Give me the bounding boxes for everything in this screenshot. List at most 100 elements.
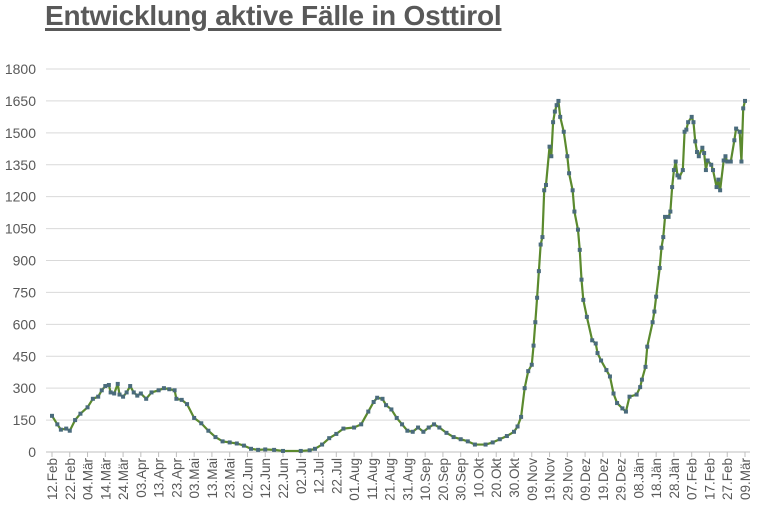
data-point — [533, 320, 538, 325]
x-tick-label: 30.Sep — [454, 458, 469, 501]
data-point — [732, 138, 737, 143]
data-point — [725, 159, 730, 164]
data-point — [359, 422, 364, 427]
data-point — [85, 405, 90, 410]
data-point — [522, 386, 527, 391]
data-point — [156, 388, 161, 393]
data-point — [581, 297, 586, 302]
data-point — [341, 426, 346, 431]
x-tick-label: 22.Feb — [63, 458, 78, 500]
data-point — [711, 168, 716, 173]
data-point — [728, 159, 733, 164]
data-point — [121, 394, 126, 399]
data-point — [638, 385, 643, 390]
data-point — [263, 447, 268, 452]
x-tick-label: 30.Okt — [507, 458, 522, 498]
data-point — [161, 386, 166, 391]
data-point — [611, 391, 616, 396]
data-point — [595, 351, 600, 356]
data-point — [307, 448, 312, 453]
data-point — [689, 114, 694, 119]
x-tick-label: 08.Jän — [631, 458, 646, 499]
data-point — [519, 414, 524, 419]
data-point — [451, 435, 456, 440]
data-point — [741, 106, 746, 111]
x-tick-label: 07.Feb — [685, 458, 700, 500]
data-point — [213, 435, 218, 440]
y-tick-label: 0 — [28, 444, 36, 460]
data-point — [167, 387, 172, 392]
data-point — [554, 103, 559, 108]
data-point — [691, 120, 696, 125]
data-point — [106, 382, 111, 387]
x-tick-label: 20.Sep — [436, 458, 451, 501]
data-point — [721, 158, 726, 163]
data-point — [206, 428, 211, 433]
y-tick-label: 900 — [13, 253, 37, 269]
data-point — [675, 173, 680, 178]
data-point — [185, 402, 190, 407]
data-point — [320, 442, 325, 447]
x-tick-label: 02.Jul — [294, 458, 309, 494]
data-point — [565, 154, 570, 159]
data-point — [604, 368, 609, 373]
x-tick-label: 09.Dez — [578, 458, 593, 501]
data-point — [551, 120, 556, 125]
data-point — [543, 182, 548, 187]
data-point — [179, 397, 184, 402]
data-point — [650, 320, 655, 325]
y-tick-label: 1200 — [5, 189, 36, 205]
data-point — [389, 407, 394, 412]
data-point — [643, 364, 648, 369]
data-point — [558, 114, 563, 119]
data-point — [645, 344, 650, 349]
data-point — [483, 442, 488, 447]
data-point — [192, 415, 197, 420]
data-point — [677, 175, 682, 180]
data-point — [652, 309, 657, 314]
data-point — [684, 127, 689, 132]
data-point — [432, 422, 437, 427]
chart-title: Entwicklung aktive Fälle in Osttirol — [45, 0, 502, 31]
data-point — [670, 185, 675, 190]
data-point — [575, 227, 580, 232]
data-point — [620, 406, 625, 411]
x-tick-label: 10.Sep — [418, 458, 433, 501]
data-point — [671, 168, 676, 173]
x-tick-label: 31.Aug — [400, 458, 415, 501]
data-point — [529, 362, 534, 367]
x-tick-label: 09.Nov — [525, 458, 540, 501]
x-tick-label: 27.Feb — [720, 458, 735, 500]
data-point — [639, 377, 644, 382]
data-point — [371, 399, 376, 404]
data-point — [400, 422, 405, 427]
data-point — [472, 442, 477, 447]
data-point — [627, 394, 632, 399]
series-line — [51, 99, 747, 453]
data-point — [572, 209, 577, 214]
data-point — [241, 443, 246, 448]
data-point — [405, 428, 410, 433]
data-point — [556, 98, 561, 103]
data-point — [426, 425, 431, 430]
data-point — [394, 415, 399, 420]
data-point — [657, 265, 662, 270]
data-point — [227, 440, 232, 445]
data-point — [497, 437, 502, 442]
data-point — [682, 129, 687, 134]
x-tick-label: 13.Apr — [152, 458, 167, 498]
data-point — [703, 168, 708, 173]
data-point — [538, 242, 543, 247]
data-point — [117, 392, 122, 397]
data-point — [327, 436, 332, 441]
data-point — [73, 418, 78, 423]
x-tick-label: 22.Jul — [329, 458, 344, 494]
data-point — [680, 168, 685, 173]
data-point — [375, 395, 380, 400]
data-point — [465, 439, 470, 444]
data-point — [623, 409, 628, 414]
data-point — [709, 162, 714, 167]
data-point — [64, 426, 69, 431]
data-point — [654, 294, 659, 299]
x-tick-label: 03.Apr — [134, 458, 149, 498]
